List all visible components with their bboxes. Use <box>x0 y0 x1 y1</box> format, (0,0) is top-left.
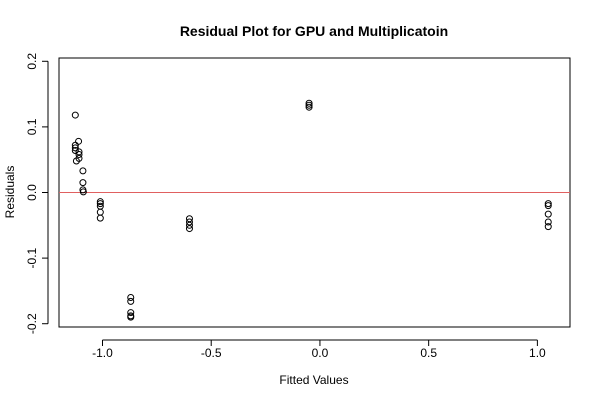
residual-point <box>127 309 135 317</box>
y-axis-label: Residuals <box>3 166 17 219</box>
residual-point <box>185 215 193 223</box>
x-tick-label: 0.0 <box>312 346 329 360</box>
x-tick-label: -0.5 <box>201 346 222 360</box>
residual-point <box>96 198 104 206</box>
residual-point <box>79 179 87 187</box>
residual-point <box>185 221 193 229</box>
chart-title: Residual Plot for GPU and Multiplicatoin <box>180 23 448 39</box>
y-tick-label: 0.1 <box>25 118 39 135</box>
residual-point <box>96 200 104 208</box>
y-tick-label: -0.2 <box>25 313 39 334</box>
residual-point <box>79 167 87 175</box>
y-tick-label: -0.1 <box>25 247 39 268</box>
residual-point <box>75 154 83 162</box>
residual-point <box>305 101 313 109</box>
residual-point <box>127 313 135 321</box>
y-tick-label: 0.2 <box>25 53 39 70</box>
data-points <box>71 99 552 321</box>
x-tick-label: -1.0 <box>92 346 113 360</box>
residual-point <box>71 147 79 155</box>
x-axis: -1.0 -0.5 0.0 0.5 1.0 <box>92 339 546 360</box>
y-axis: -0.2 -0.1 0.0 0.1 0.2 <box>25 53 49 334</box>
residual-point <box>544 210 552 218</box>
residual-point <box>127 293 135 301</box>
residual-point <box>544 218 552 226</box>
residual-point <box>75 150 83 158</box>
residual-point <box>544 223 552 231</box>
residual-point <box>96 214 104 222</box>
x-axis-label: Fitted Values <box>279 373 348 387</box>
residual-point <box>127 297 135 305</box>
residual-point <box>75 137 83 145</box>
residual-point <box>71 144 79 152</box>
residual-point <box>544 202 552 210</box>
residual-point <box>75 148 83 156</box>
residual-point <box>185 218 193 226</box>
x-tick-label: 0.5 <box>420 346 437 360</box>
residual-point <box>71 111 79 119</box>
residual-point <box>305 99 313 107</box>
residual-point <box>305 103 313 111</box>
residual-point <box>185 225 193 233</box>
y-tick-label: 0.0 <box>25 184 39 201</box>
residual-point <box>544 200 552 208</box>
x-tick-label: 1.0 <box>529 346 546 360</box>
residual-point <box>79 188 87 196</box>
